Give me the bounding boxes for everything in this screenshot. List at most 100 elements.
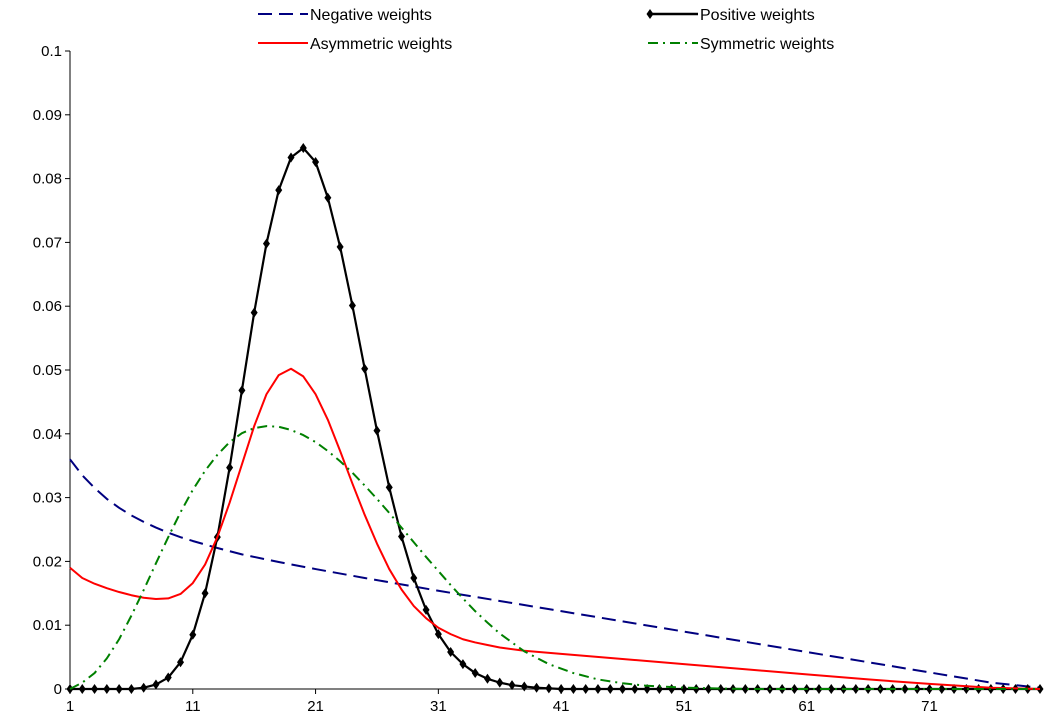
legend-item: Positive weights — [646, 7, 815, 24]
series-point — [508, 680, 516, 691]
series-point — [533, 682, 541, 693]
y-tick-label: 0.01 — [33, 617, 62, 634]
series-point — [385, 482, 393, 493]
series-point — [177, 657, 185, 668]
series-point — [938, 684, 946, 694]
series-point — [115, 684, 123, 694]
series-point — [631, 684, 639, 694]
series-point — [127, 684, 135, 694]
series-point — [680, 684, 688, 694]
series-point — [668, 684, 676, 694]
legend-marker — [646, 9, 654, 19]
y-tick-label: 0.04 — [33, 426, 62, 443]
legend-item: Asymmetric weights — [258, 36, 452, 53]
series-point — [336, 241, 344, 252]
x-tick-label: 11 — [185, 698, 201, 715]
series-point — [569, 684, 577, 694]
series-point — [459, 659, 467, 670]
series-symmetric-weights — [69, 425, 1040, 690]
series-point — [348, 300, 356, 311]
series-point — [594, 684, 602, 694]
series-point — [520, 681, 528, 692]
legend-label: Symmetric weights — [700, 36, 834, 53]
series-point — [250, 307, 258, 318]
series-point — [262, 238, 270, 249]
series-point — [373, 425, 381, 436]
series-negative-weights — [69, 458, 1041, 689]
legend-item: Symmetric weights — [648, 36, 834, 53]
series-point — [471, 668, 479, 679]
series-line — [69, 367, 1041, 690]
series-point — [78, 684, 86, 694]
y-tick-label: 0.02 — [33, 553, 62, 570]
y-tick-label: 0.09 — [33, 107, 62, 124]
series-point — [545, 683, 553, 694]
y-tick-label: 0 — [54, 681, 62, 698]
x-tick-label: 51 — [676, 698, 693, 715]
series-point — [422, 604, 430, 615]
series-point — [655, 684, 663, 694]
series-point — [852, 684, 860, 694]
series-point — [398, 531, 406, 542]
y-tick-label: 0.1 — [41, 43, 62, 60]
x-tick-label: 71 — [921, 698, 938, 715]
legend-label: Positive weights — [700, 7, 815, 24]
series-point — [901, 684, 909, 694]
series-point — [717, 684, 725, 694]
series-point — [91, 684, 99, 694]
series-point — [312, 157, 320, 168]
series-point — [557, 684, 565, 694]
x-tick-label: 61 — [798, 698, 815, 715]
series-point — [925, 684, 933, 694]
series-line — [69, 425, 1040, 690]
x-tick-label: 41 — [553, 698, 570, 715]
series-point — [496, 677, 504, 688]
x-tick-label: 1 — [66, 698, 74, 715]
series-point — [361, 363, 369, 374]
series-point — [447, 646, 455, 657]
series-point — [704, 684, 712, 694]
legend-item: Negative weights — [258, 7, 432, 24]
y-tick-label: 0.03 — [33, 490, 62, 507]
series-point — [606, 684, 614, 694]
legend-label: Asymmetric weights — [310, 36, 452, 53]
y-tick-label: 0.07 — [33, 234, 62, 251]
series-point — [324, 192, 332, 203]
legend-label: Negative weights — [310, 7, 432, 24]
y-tick-label: 0.06 — [33, 298, 62, 315]
chart-axes — [69, 51, 1040, 690]
series-line — [69, 458, 1041, 689]
y-tick-label: 0.08 — [33, 171, 62, 188]
series-point — [692, 684, 700, 694]
series-point — [582, 684, 590, 694]
series-point — [226, 462, 234, 473]
chart-series — [66, 142, 1044, 694]
y-tick-label: 0.05 — [33, 362, 62, 379]
series-point — [164, 672, 172, 683]
series-asymmetric-weights — [69, 367, 1041, 690]
series-point — [140, 682, 148, 693]
chart-legend: Negative weights Positive weights Asymmetr… — [258, 7, 834, 53]
x-tick-label: 31 — [430, 698, 447, 715]
series-point — [619, 684, 627, 694]
series-point — [299, 142, 307, 153]
series-point — [189, 629, 197, 640]
series-point — [103, 684, 111, 694]
series-point — [287, 152, 295, 163]
series-point — [790, 684, 798, 694]
chart-ticks: 0 0.01 0.02 0.03 0.04 0.05 0.06 0.07 0.08 0.09 0.1… — [33, 43, 938, 715]
series-point — [827, 684, 835, 694]
series-point — [741, 684, 749, 694]
series-positive-weights — [66, 142, 1044, 694]
series-point — [483, 673, 491, 684]
x-tick-label: 21 — [307, 698, 324, 715]
series-point — [815, 684, 823, 694]
series-point — [275, 185, 283, 196]
series-point — [434, 629, 442, 640]
series-point — [238, 385, 246, 396]
series-point — [201, 588, 209, 599]
series-line — [70, 146, 1040, 691]
series-point — [410, 572, 418, 583]
series-point — [152, 679, 160, 690]
